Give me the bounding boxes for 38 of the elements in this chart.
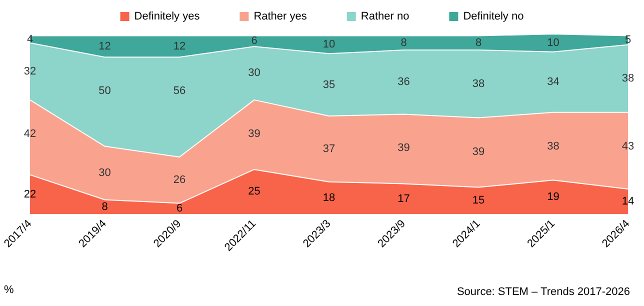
data-label: 10 — [547, 36, 560, 49]
data-label: 37 — [322, 142, 336, 155]
data-label: 43 — [622, 140, 634, 152]
data-label: 50 — [98, 85, 111, 98]
legend-label: Rather no — [360, 10, 410, 22]
data-label: 25 — [248, 186, 260, 198]
data-label: 17 — [398, 192, 410, 205]
source-note: Source: STEM – Trends 2017-2026 — [456, 286, 630, 298]
text: % — [4, 284, 14, 296]
data-label: 34 — [547, 76, 560, 88]
data-label: 30 — [98, 167, 111, 180]
data-label: 39 — [472, 146, 485, 158]
data-label: 26 — [173, 174, 186, 186]
legend-label: Definitely yes — [134, 10, 200, 22]
data-label: 6 — [251, 35, 258, 48]
data-label: 36 — [398, 76, 410, 88]
data-label: 8 — [102, 200, 108, 213]
data-label: 6 — [176, 202, 183, 215]
legend-label: Rather yes — [254, 10, 308, 22]
data-label: 8 — [475, 36, 482, 49]
data-label: 35 — [322, 78, 336, 91]
data-label: 10 — [322, 38, 336, 51]
data-label: 39 — [248, 128, 260, 140]
data-label: 38 — [547, 140, 560, 152]
legend-label: Definitely no — [463, 10, 524, 22]
data-label: 38 — [622, 72, 634, 85]
data-label: 22 — [24, 188, 36, 200]
data-label: 12 — [98, 40, 111, 52]
data-label: 30 — [248, 67, 260, 80]
data-label: 38 — [472, 78, 485, 90]
data-label: 39 — [398, 142, 410, 154]
data-label: 15 — [472, 194, 485, 207]
data-label: 12 — [173, 40, 186, 52]
data-label: 56 — [173, 85, 186, 98]
data-label: 8 — [400, 36, 407, 49]
data-label: 42 — [24, 128, 36, 140]
data-label: 18 — [322, 192, 336, 204]
data-label: 19 — [547, 191, 560, 204]
